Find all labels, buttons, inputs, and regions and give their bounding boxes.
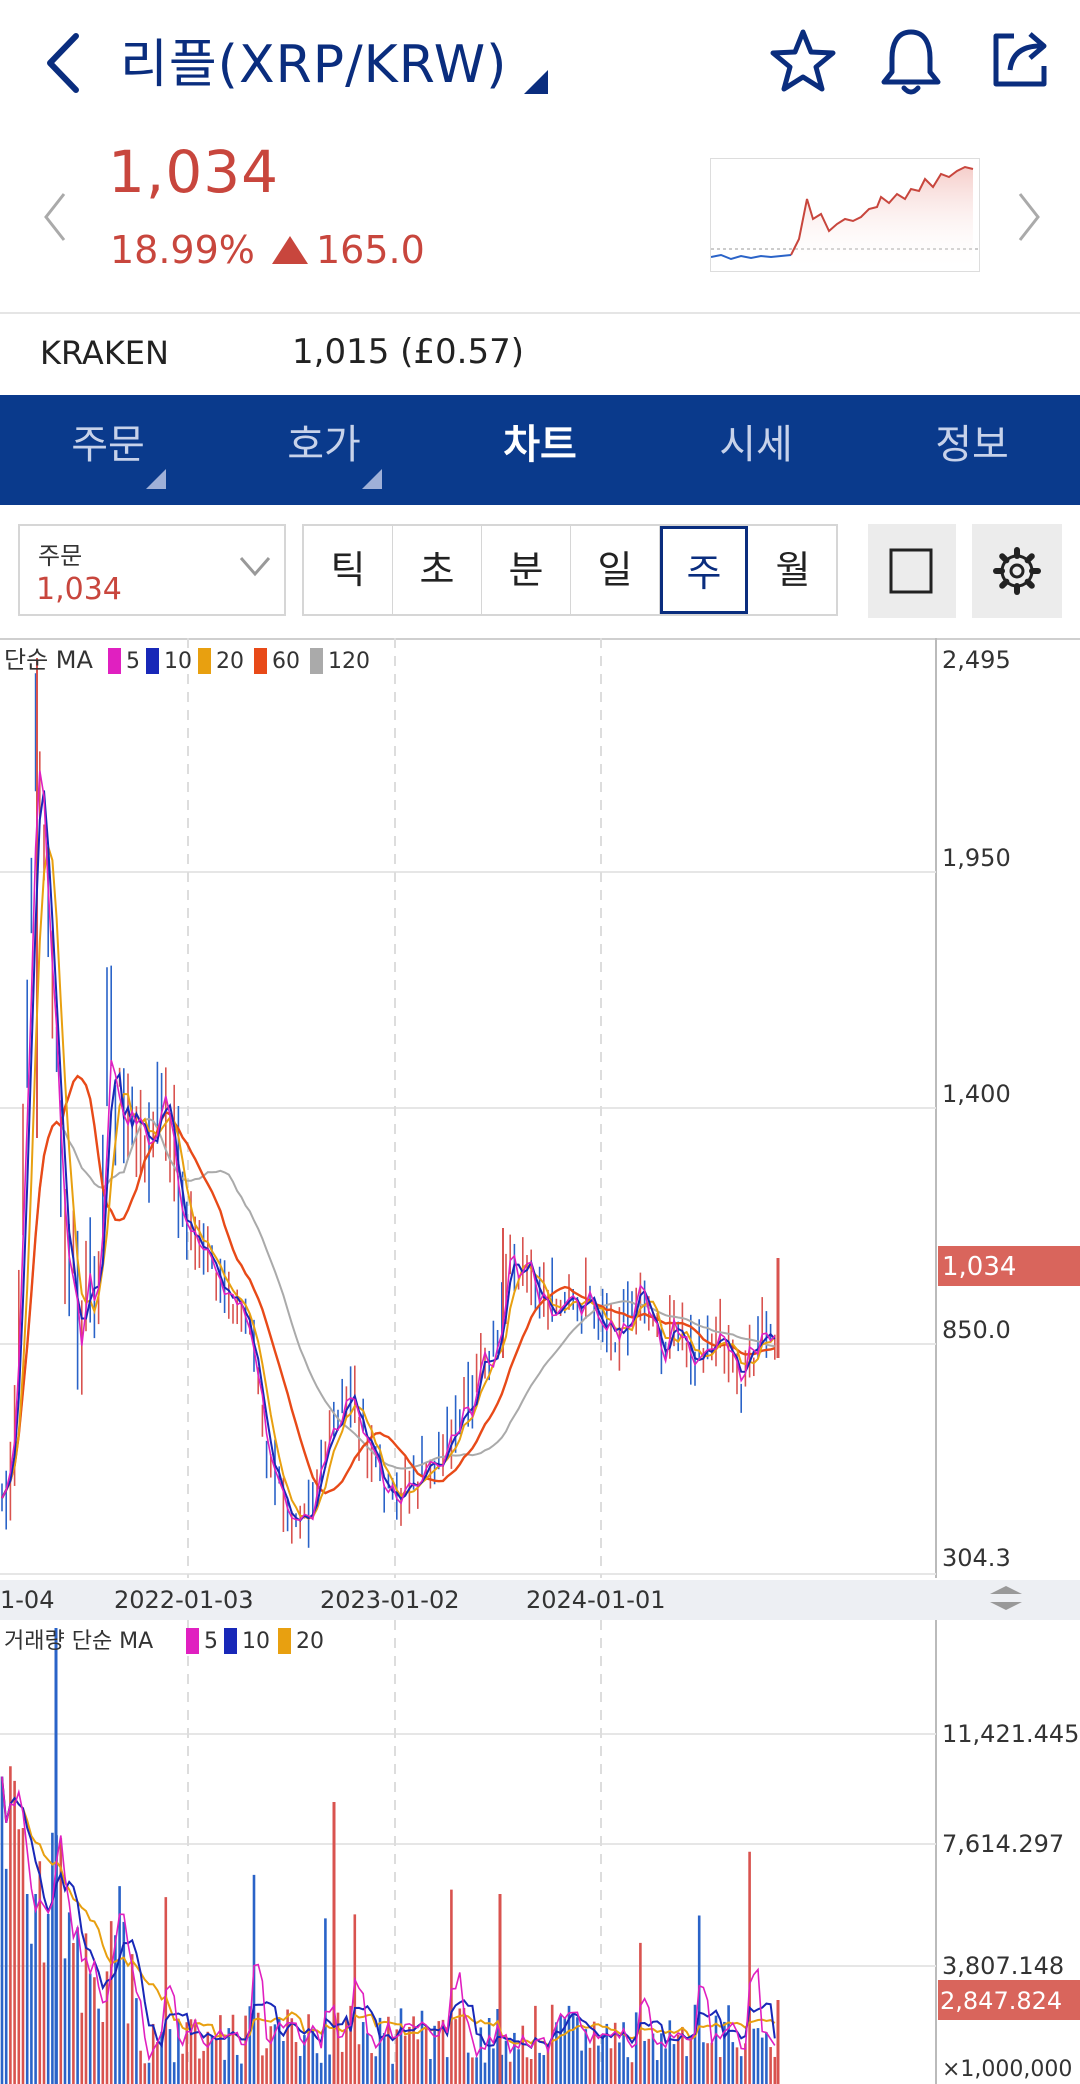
ma20-swatch: [198, 648, 211, 674]
ma-line: [1, 1117, 775, 1499]
tab-order[interactable]: 주문: [71, 422, 145, 468]
vol-ma20-label: 20: [296, 1629, 324, 1654]
volume-bars: [0, 1628, 780, 2084]
ma-line: [1, 846, 776, 1520]
vol-ma20-swatch: [278, 1628, 291, 1654]
volume-tick-label: 3,807.148: [942, 1952, 1064, 1980]
period-selector: 틱 초 분 일 주 월: [302, 524, 838, 616]
tab-chart[interactable]: 차트: [503, 422, 577, 468]
price-tick-label: 1,400: [942, 1080, 1011, 1108]
vol-ma10-swatch: [224, 1628, 237, 1654]
current-volume-badge-label: 2,847.824: [940, 1987, 1062, 2015]
time-grid: [187, 638, 602, 1578]
bell-icon[interactable]: [878, 26, 944, 96]
period-week[interactable]: 주: [660, 526, 748, 614]
current-price-badge: [938, 1246, 1080, 1286]
vol-ma5-swatch: [186, 1628, 199, 1654]
volume-unit-label: ×1,000,000: [942, 2057, 1072, 2082]
ma120-swatch: [310, 648, 323, 674]
volume-grid: [0, 1733, 936, 1967]
price-candles: [1, 658, 780, 1548]
page-title[interactable]: 리플(XRP/KRW): [120, 35, 508, 95]
tab-order-caret-icon: [146, 469, 166, 489]
time-tick-label: 2022-01-03: [114, 1586, 253, 1614]
square-icon: [889, 548, 933, 594]
price-tick-label: 1,950: [942, 844, 1011, 872]
up-triangle-icon: [272, 236, 308, 264]
star-icon[interactable]: [770, 28, 836, 94]
volume-legend-prefix: 거래량 단순 MA: [4, 1629, 153, 1654]
ma60-swatch: [254, 648, 267, 674]
price-tick-label: 850.0: [942, 1316, 1011, 1344]
tab-quotes[interactable]: 시세: [719, 422, 793, 468]
ma120-label: 120: [328, 649, 370, 674]
exchange-label: KRAKEN: [40, 334, 169, 372]
price-tick-label: 304.3: [942, 1544, 1011, 1572]
tab-orderbook[interactable]: 호가: [287, 422, 361, 468]
ma10-swatch: [146, 648, 159, 674]
gear-icon: [993, 547, 1041, 595]
current-volume-badge: [938, 1980, 1080, 2020]
tab-info[interactable]: 정보: [935, 422, 1009, 468]
time-axis-labels: 1-04 2022-01-03 2023-01-02 2024-01-01: [0, 1586, 665, 1614]
top-bar: 리플(XRP/KRW): [0, 0, 1080, 125]
next-coin-icon[interactable]: [1014, 190, 1044, 244]
period-second[interactable]: 초: [393, 526, 482, 614]
period-day[interactable]: 일: [571, 526, 660, 614]
price-legend-prefix: 단순 MA: [4, 646, 93, 674]
ma-line: [1, 790, 776, 1522]
price-chart[interactable]: 단순 MA 5 10 20 60 120 2,495 1,950 1,400 8…: [0, 638, 1080, 2084]
share-icon[interactable]: [988, 26, 1054, 92]
tab-orderbook-caret-icon: [362, 469, 382, 489]
price-grid: [0, 871, 936, 1575]
mini-price-chart[interactable]: [710, 158, 980, 272]
volume-tick-label: 7,614.297: [942, 1830, 1064, 1858]
ma-line: [1, 770, 776, 1522]
order-select[interactable]: 주문 1,034: [18, 524, 286, 616]
vol-ma10-label: 10: [242, 1629, 270, 1654]
ma-line: [1, 1776, 776, 2062]
time-tick-label: 2023-01-02: [320, 1586, 459, 1614]
order-select-value: 1,034: [36, 572, 122, 607]
price-tick-label: 2,495: [942, 646, 1011, 674]
change-amount: 165.0: [316, 228, 425, 272]
current-price: 1,034: [108, 138, 280, 206]
ma60-label: 60: [272, 649, 300, 674]
ma-line: [1, 1776, 776, 2047]
order-select-label: 주문: [38, 542, 83, 570]
ma10-label: 10: [164, 649, 192, 674]
current-price-badge-label: 1,034: [942, 1252, 1016, 1282]
time-tick-label: 2024-01-01: [526, 1586, 665, 1614]
back-icon[interactable]: [38, 28, 88, 98]
divider: [0, 312, 1080, 314]
ma20-label: 20: [216, 649, 244, 674]
resize-handle-icon[interactable]: [990, 1586, 1022, 1610]
ma-line: [1, 1776, 776, 2050]
drawing-tool-button[interactable]: [868, 524, 956, 618]
volume-y-axis: 11,421.445 7,614.297 3,807.148: [942, 1720, 1079, 1980]
ma-line: [0, 1074, 776, 1499]
time-tick-label: 1-04: [0, 1586, 54, 1614]
volume-ma-lines: [1, 1776, 776, 2062]
volume-time-grid: [187, 1620, 602, 2084]
price-ma-lines: [0, 770, 776, 1522]
time-axis: [0, 1580, 1080, 1620]
prev-coin-icon[interactable]: [40, 190, 70, 244]
volume-legend: 거래량 단순 MA 5 10 20: [4, 1628, 324, 1654]
title-dropdown-icon[interactable]: [524, 70, 548, 94]
volume-tick-label: 11,421.445: [942, 1720, 1079, 1748]
period-tick[interactable]: 틱: [304, 526, 393, 614]
chart-settings-button[interactable]: [972, 524, 1062, 618]
chevron-down-icon: [239, 557, 271, 577]
period-minute[interactable]: 분: [482, 526, 571, 614]
main-tabs: 주문 호가 차트 시세 정보: [0, 395, 1080, 505]
change-percent: 18.99%: [110, 228, 255, 272]
ma5-label: 5: [126, 649, 140, 674]
period-month[interactable]: 월: [775, 548, 811, 592]
exchange-price: 1,015 (£0.57): [292, 332, 525, 372]
vol-ma5-label: 5: [204, 1629, 218, 1654]
ma5-swatch: [108, 648, 121, 674]
price-legend: 단순 MA 5 10 20 60 120: [4, 646, 370, 674]
price-y-axis: 2,495 1,950 1,400 850.0 304.3: [942, 646, 1011, 1572]
